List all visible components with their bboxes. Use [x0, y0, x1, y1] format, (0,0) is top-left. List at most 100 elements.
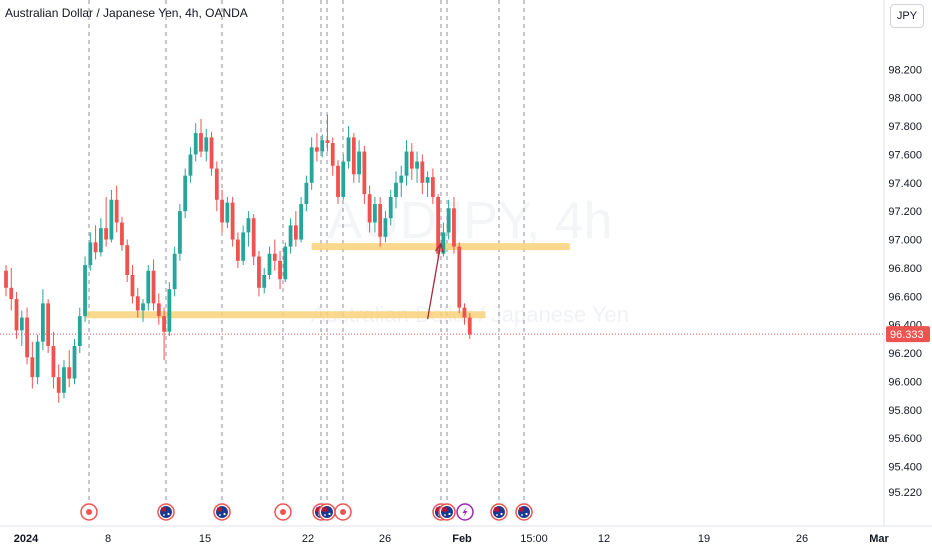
event-dot-icon[interactable] — [274, 503, 292, 521]
time-tick-label: 15:00 — [520, 533, 548, 545]
price-tick-label: 96.200 — [888, 348, 922, 360]
candle-body — [51, 345, 56, 378]
currency-button[interactable]: JPY — [890, 4, 924, 28]
price-tick-label: 95.400 — [888, 462, 922, 474]
price-tick-label: 96.000 — [888, 376, 922, 388]
price-tick-label: 97.600 — [888, 149, 922, 161]
candle-body — [88, 242, 93, 266]
price-tick-label: 95.220 — [888, 487, 922, 499]
price-tick-label: 96.600 — [888, 291, 922, 303]
candle-body — [330, 143, 335, 166]
candle-body — [162, 316, 166, 332]
price-tick-label: 97.400 — [888, 178, 922, 190]
price-tick-label: 96.800 — [888, 263, 922, 275]
flag-star — [324, 514, 326, 516]
au-flag-icon[interactable] — [157, 503, 175, 521]
time-tick-label: 15 — [199, 533, 211, 545]
price-axis[interactable]: 98.200 98.000 97.800 97.600 97.400 97.200 97.0… — [883, 0, 932, 550]
candle-body — [420, 161, 425, 183]
au-flag-icon[interactable] — [213, 503, 231, 521]
candle-body — [151, 270, 156, 304]
candle-body — [346, 137, 351, 162]
candle-body — [14, 299, 19, 331]
candle-body — [172, 253, 177, 290]
candle-body — [262, 275, 267, 288]
lightning-icon[interactable] — [456, 503, 474, 521]
projection-arrow[interactable] — [426, 242, 444, 320]
price-tick-label: 95.600 — [888, 433, 922, 445]
au-flag-icon[interactable] — [318, 503, 336, 521]
candle-body — [299, 204, 304, 240]
zones[interactable] — [85, 243, 570, 319]
candle-body — [409, 151, 414, 169]
time-tick-label: 26 — [796, 533, 808, 545]
flag-star — [496, 514, 498, 516]
flag-star — [223, 512, 226, 516]
candle-body — [77, 316, 82, 346]
candle-body — [251, 218, 256, 257]
candle-body — [415, 161, 419, 169]
candle-body — [188, 154, 193, 176]
candle-body — [309, 147, 314, 183]
zone-band[interactable] — [85, 311, 486, 319]
flag-canton — [442, 507, 447, 512]
event-dot — [340, 509, 346, 515]
candle-body — [283, 246, 288, 280]
event-markers[interactable] — [80, 503, 533, 521]
time-tick-label: 19 — [698, 533, 710, 545]
event-dot-icon[interactable] — [80, 503, 98, 521]
candle-body — [25, 317, 29, 358]
time-axis[interactable]: 2024 8 15 22 26 Feb 15:00 12 19 26 Mar — [0, 525, 932, 545]
candle-body — [156, 303, 161, 317]
candles — [4, 114, 472, 403]
candle-body — [214, 168, 219, 200]
price-axis-bg — [884, 0, 932, 550]
event-dot — [280, 509, 286, 515]
candle-body — [462, 307, 467, 318]
chart-title: Australian Dollar / Japanese Yen, 4h, OA… — [5, 6, 248, 20]
candle-body — [362, 151, 367, 195]
candle-body — [98, 228, 103, 253]
candle-body — [383, 218, 388, 237]
candle-body — [204, 137, 209, 152]
candle-body — [235, 239, 240, 261]
flag-canton — [436, 507, 441, 512]
au-flag-icon[interactable] — [515, 503, 533, 521]
candle-body — [378, 204, 383, 237]
candle-body — [230, 202, 235, 240]
event-dot-icon[interactable] — [334, 503, 352, 521]
price-tick-label: 97.800 — [888, 121, 922, 133]
candle-body — [220, 199, 224, 223]
price-tick-label: 98.000 — [888, 93, 922, 105]
candle-body — [293, 225, 298, 240]
price-tick-label: 95.800 — [888, 405, 922, 417]
time-tick-label: 2024 — [14, 533, 39, 545]
candle-body — [373, 204, 377, 223]
candle-body — [46, 303, 51, 346]
candle-body — [320, 140, 325, 152]
flag-star — [219, 514, 221, 516]
au-flag-icon[interactable] — [490, 503, 508, 521]
flag-star — [525, 512, 528, 516]
candle-body — [436, 196, 441, 254]
candle-body — [40, 303, 45, 342]
candle-body — [4, 270, 8, 288]
event-dot — [86, 509, 92, 515]
candle-body — [357, 151, 361, 175]
watermark: AUDJPY, 4h Australian Dollar / Japanese … — [311, 192, 629, 327]
candle-body — [199, 133, 203, 152]
candle-body — [388, 196, 393, 219]
flag-star — [521, 514, 523, 516]
flag-canton — [519, 507, 524, 512]
candle-body — [67, 367, 72, 379]
flag-star — [328, 512, 331, 516]
candle-body — [257, 256, 261, 288]
candle-body — [35, 341, 40, 378]
time-tick-label: 22 — [302, 533, 314, 545]
candle-body — [336, 165, 340, 197]
au-flag-icon[interactable] — [438, 503, 456, 521]
flag-canton — [161, 507, 166, 512]
candle-body — [467, 317, 472, 335]
